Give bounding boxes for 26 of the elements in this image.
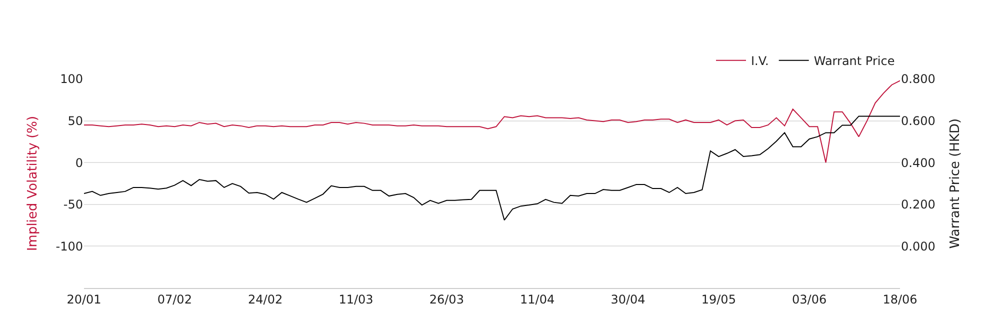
y2-tick-label: 0.000 [901,239,936,254]
x-tick-label: 03/06 [792,292,827,306]
x-tick-label: 19/05 [701,292,736,306]
line-series [84,116,900,221]
y-tick-label: 50 [68,114,83,128]
y-tick-label: -50 [63,198,83,212]
y-tick-label: 0 [75,156,83,170]
y2-tick-label: 0.600 [901,114,936,128]
line-series [84,80,900,164]
x-tick-label: 07/02 [157,292,192,306]
legend-label: I.V. [751,54,769,68]
x-tick-label: 18/06 [882,292,918,306]
y2-tick-label: 0.800 [901,72,936,86]
y2-tick-label: 0.400 [901,156,936,170]
x-tick-label: 11/03 [338,292,374,306]
x-tick-label: 26/03 [429,292,464,306]
x-tick-label: 24/02 [248,292,283,306]
x-tick-label: 20/01 [66,292,102,306]
x-tick-label: 30/04 [610,292,646,306]
y2-tick-label: 0.200 [901,198,936,212]
y2-axis-title: Warrant Price (HKD) [948,118,963,249]
y-tick-label: 100 [60,72,83,86]
x-tick-label: 11/04 [520,292,555,306]
y-tick-label: -100 [56,239,83,254]
y-axis-title: Implied Volatility (%) [26,116,41,252]
legend-label: Warrant Price [814,54,895,68]
